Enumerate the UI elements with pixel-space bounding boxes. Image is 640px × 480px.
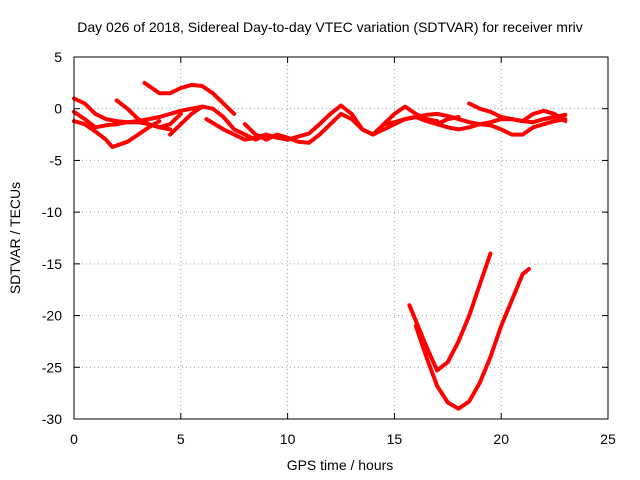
data-series-arc-2 [72,119,162,149]
x-tick-label: 15 [387,431,403,447]
y-tick-label: -10 [42,204,62,220]
x-tick-label: 0 [70,431,78,447]
data-series-arc-11 [467,101,568,124]
plot-frame [73,56,609,420]
data-series-arc-13 [413,267,531,411]
data-series-arc-8 [242,111,461,145]
data-series-arc-5 [142,80,237,116]
data-series-group [72,80,568,411]
y-tick-label: -5 [50,152,63,168]
y-axis-label: SDTVAR / TECUs [7,182,23,294]
chart-title: Day 026 of 2018, Sidereal Day-to-day VTE… [77,19,582,35]
y-tick-label: 0 [54,101,62,117]
axis-ticks: 0 5 10 15 20 25 5 0 -5 -10 -15 -20 -25 -30 [42,49,616,447]
y-tick-label: 5 [54,49,62,65]
data-series-arc-12 [407,251,493,373]
y-tick-label: -15 [42,256,62,272]
x-tick-label: 20 [493,431,509,447]
data-series-arc-9 [381,111,568,127]
grid [74,57,608,419]
x-tick-label: 25 [600,431,616,447]
data-series-arc-7 [204,103,440,142]
y-tick-label: -25 [42,359,62,375]
x-axis-label: GPS time / hours [287,457,394,473]
x-tick-label: 10 [280,431,296,447]
y-tick-label: -30 [42,411,62,427]
y-tick-label: -20 [42,308,62,324]
data-series-arc-4 [114,98,183,130]
data-series-arc-10 [424,117,568,137]
x-tick-label: 5 [177,431,185,447]
